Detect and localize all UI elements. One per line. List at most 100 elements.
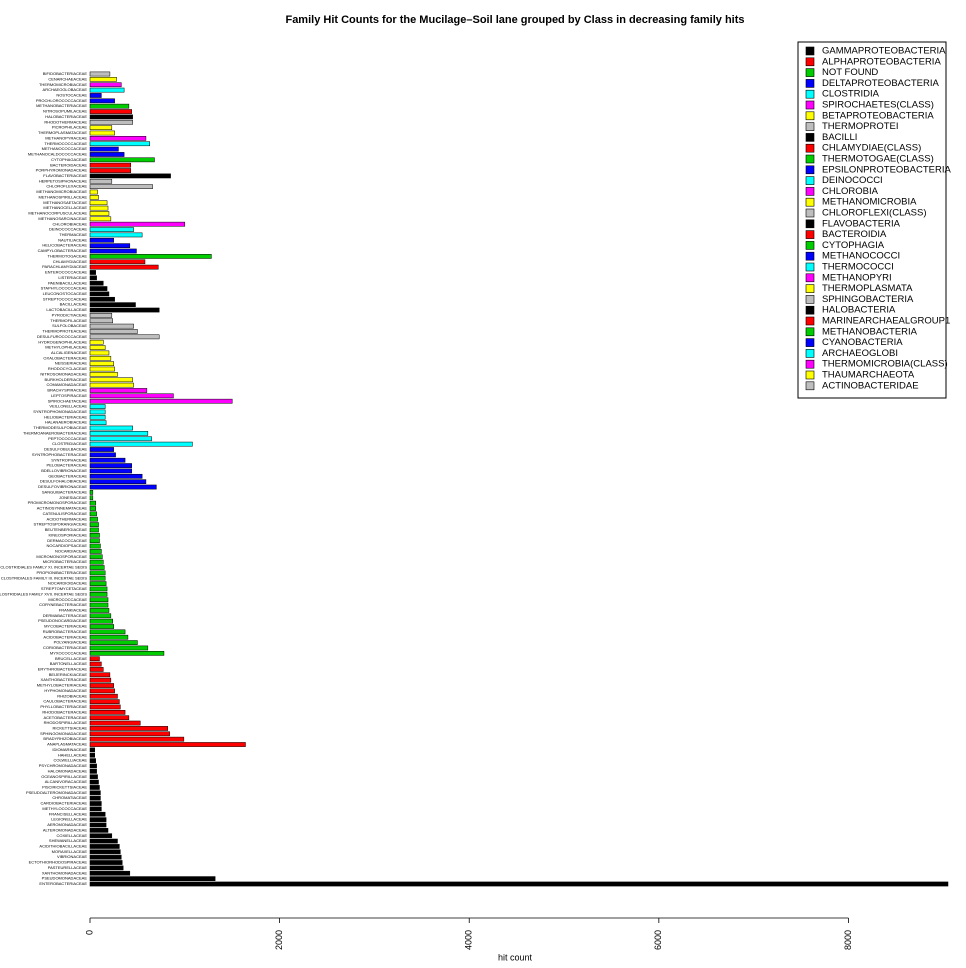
x-tick-label: 4000 [464, 930, 474, 950]
bar [89, 656, 100, 662]
y-tick-label: NOCARDIOIDACEAE [48, 581, 87, 586]
y-tick-label: STAPHYLOCOCCACEAE [41, 286, 88, 291]
bar [89, 731, 170, 737]
bar [89, 361, 114, 367]
legend-swatch [805, 197, 815, 207]
bar [89, 747, 95, 753]
bar [89, 844, 120, 849]
bar [89, 152, 125, 157]
bar [89, 522, 99, 527]
legend-label: DEINOCOCCI [822, 175, 883, 186]
y-tick-label: PASTEURELLACEAE [48, 865, 88, 870]
legend-label: THERMOTOGAE(CLASS) [822, 154, 934, 165]
bar [89, 785, 100, 790]
bar [89, 506, 96, 511]
y-tick-label: THERMACEAE [59, 232, 87, 237]
bar [89, 645, 149, 651]
bar [89, 774, 98, 780]
legend-label: GAMMAPROTEOBACTERIA [822, 46, 946, 57]
legend-label: NOT FOUND [822, 67, 878, 78]
legend-swatch [805, 143, 815, 153]
y-tick-label: HALANAEROBIACEAE [45, 420, 87, 425]
legend-swatch [805, 176, 815, 185]
y-tick-label: COXIELLACEAE [57, 833, 88, 838]
y-tick-label: METHANOSPIRILLACEAE [39, 194, 88, 199]
bar [89, 168, 132, 173]
y-tick-label: HERPETOSIPHONACEAE [39, 178, 87, 183]
y-tick-label: BDELLOVIBRIONACEAE [41, 468, 87, 473]
y-tick-label: RHODOCYCLACEAE [48, 366, 87, 371]
bar [89, 516, 98, 522]
y-tick-label: MICROBACTERIACEAE [43, 559, 88, 564]
bar [89, 500, 96, 506]
bar [89, 227, 134, 232]
bar [89, 672, 111, 678]
y-tick-label: ENTEROCOCCACEAE [45, 270, 87, 275]
y-tick-label: THERMOANAEROBACTERACEAE [23, 430, 87, 435]
bar [89, 307, 160, 313]
y-tick-label: COLWELLIACEAE [54, 758, 88, 763]
bar [89, 425, 133, 431]
bar [89, 490, 94, 495]
legend-label: METHANOPYRI [822, 272, 892, 283]
bar [89, 608, 110, 613]
y-tick-label: PICROPHILACEAE [52, 125, 87, 130]
bar [89, 565, 105, 570]
y-tick-label: HELICOBACTERACEAE [42, 243, 87, 248]
y-tick-label: CLOSTRIDIALES FAMILY XVII. INCERTAE SEDI… [0, 591, 87, 596]
bar [89, 543, 101, 549]
y-tick-label: KINEOSPORIACEAE [49, 532, 88, 537]
y-tick-label: METHYLOCOCCACEAE [42, 806, 87, 811]
bar [89, 130, 115, 136]
bar [89, 286, 108, 291]
y-tick-label: THERMOCOCCACEAE [44, 141, 87, 146]
y-tick-label: DERMACOCCACEAE [47, 538, 87, 543]
bar [89, 779, 99, 785]
bar [89, 382, 134, 388]
y-tick-label: SPIROCHAETACEAE [48, 398, 88, 403]
y-tick-label: THERMODESULFOBIACEAE [33, 425, 87, 430]
y-tick-label: MICROCOCCACEAE [48, 597, 87, 602]
bar [89, 806, 102, 812]
y-tick-label: PSEUDONOCARDIACEAE [38, 618, 87, 623]
y-tick-label: PEPTOCOCCACEAE [48, 436, 87, 441]
bar [89, 693, 118, 699]
y-tick-label: CARDIOBACTERIACEAE [41, 801, 88, 806]
bar [89, 742, 246, 747]
bar [89, 366, 115, 372]
legend-swatch [805, 262, 815, 272]
y-tick-label: LEPTOSPIRACEAE [51, 393, 87, 398]
bar [89, 817, 107, 822]
bar [89, 280, 104, 286]
y-tick-label: LEGIONELLACEAE [51, 817, 87, 822]
y-tick-label: BRADYRHIZOBIACEAE [43, 736, 87, 741]
y-tick-label: ACIDOBACTERIACEAE [43, 634, 87, 639]
legend-label: BACILLI [822, 132, 857, 143]
y-tick-label: METHANOCORPUSCULACEAE [28, 211, 87, 216]
bar [89, 243, 131, 248]
legend-label: METHANOBACTERIA [822, 326, 918, 337]
legend-swatch [805, 295, 815, 304]
y-tick-label: ACIDITHIOBACILLACEAE [39, 844, 87, 849]
legend-label: HALOBACTERIA [822, 305, 896, 316]
legend-swatch [805, 316, 815, 326]
y-tick-label: FRANKIACEAE [59, 607, 88, 612]
bar [89, 790, 101, 796]
y-tick-label: METHANOCALDOCOCCACEAE [28, 152, 87, 157]
y-tick-label: METHANOCOCCACEAE [42, 146, 88, 151]
chart-title: Family Hit Counts for the Mucilage–Soil … [285, 14, 744, 26]
bar [89, 629, 126, 635]
y-tick-label: DESULFUROCOCCACEAE [37, 334, 87, 339]
y-tick-label: RUBROBACTERACEAE [43, 629, 88, 634]
x-tick-label: 0 [84, 930, 94, 935]
legend-label: CHLOROFLEXI(CLASS) [822, 208, 927, 219]
legend-label: BETAPROTEOBACTERIA [822, 110, 934, 121]
legend-swatch [805, 208, 815, 218]
bar [89, 125, 113, 130]
legend-swatch [805, 241, 815, 250]
bar [89, 178, 113, 184]
y-tick-label: COMAMONADACEAE [47, 382, 88, 387]
x-tick-label: 2000 [274, 930, 284, 950]
bar [89, 414, 106, 420]
